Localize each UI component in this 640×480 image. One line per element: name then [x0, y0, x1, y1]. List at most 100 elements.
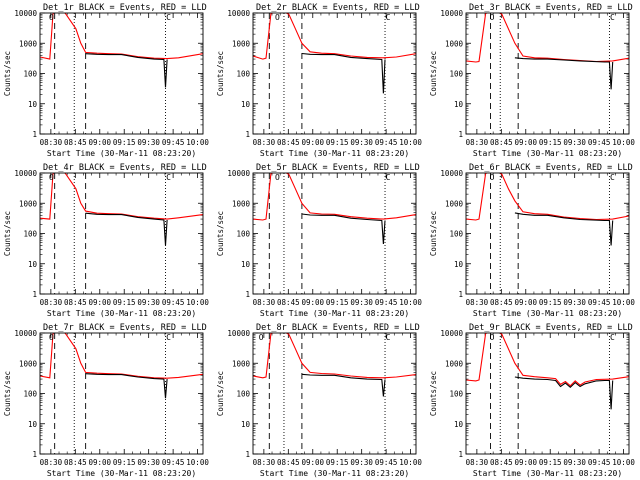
marker-o: O: [490, 13, 495, 22]
plot-frame: [252, 12, 417, 135]
panel-title: Det_5r BLACK = Events, RED = LLD: [256, 163, 420, 173]
x-tick-label: 09:45: [588, 298, 611, 307]
x-tick-label: 10:00: [186, 298, 209, 307]
y-axis-label: Counts/sec: [216, 371, 225, 416]
x-tick-label: 09:00: [88, 298, 111, 307]
x-tick-label: 09:15: [326, 458, 349, 467]
events-series-line: [514, 376, 614, 410]
x-tick-label: 09:15: [326, 298, 349, 307]
marker-o: O: [275, 173, 280, 182]
panel-6: Det_6r BLACK = Events, RED = LLD Counts/s…: [429, 163, 635, 318]
events-series-line: [301, 373, 386, 397]
x-tick-label: 08:30: [253, 298, 276, 307]
x-tick-label: 10:00: [399, 298, 422, 307]
y-tick-label: 1000: [232, 359, 251, 368]
plot-frame: [465, 12, 630, 135]
x-axis-label: Start Time (30-Mar-11 08:23:20): [473, 469, 622, 478]
y-tick-label: 100: [236, 230, 250, 239]
x-tick-label: 09:15: [539, 458, 562, 467]
x-tick-label: 08:45: [490, 458, 513, 467]
x-tick-label: 08:30: [466, 458, 489, 467]
y-tick-label: 1000: [19, 199, 38, 208]
marker-o: O: [275, 13, 280, 22]
y-tick-label: 10000: [440, 329, 463, 338]
marker-o: O: [490, 173, 495, 182]
plot-frame: [39, 332, 204, 455]
panel-title: Det_9r BLACK = Events, RED = LLD: [469, 323, 633, 333]
x-tick-label: 08:45: [490, 138, 513, 147]
y-axis-label: Counts/sec: [429, 211, 438, 256]
y-tick-label: 1: [245, 130, 250, 139]
series-group: [253, 13, 416, 94]
y-tick-label: 10000: [227, 329, 250, 338]
panel-title: Det_3r BLACK = Events, RED = LLD: [469, 3, 633, 13]
x-tick-label: 08:30: [40, 298, 63, 307]
x-tick-label: 09:45: [375, 298, 398, 307]
panel-5: Det_5r BLACK = Events, RED = LLD Counts/s…: [216, 163, 422, 318]
marker-c: C: [610, 13, 615, 22]
x-axis-label: Start Time (30-Mar-11 08:23:20): [47, 309, 196, 318]
x-tick-label: 10:00: [399, 138, 422, 147]
marker-o: O: [49, 173, 54, 182]
x-tick-label: 08:45: [64, 458, 87, 467]
panel-7: Det_7r BLACK = Events, RED = LLD Counts/s…: [3, 323, 209, 478]
marker-o: O: [49, 333, 54, 342]
y-tick-label: 1000: [232, 199, 251, 208]
events-series-line: [514, 57, 614, 90]
x-tick-label: 10:00: [612, 458, 635, 467]
panel-9: Det_9r BLACK = Events, RED = LLD Counts/s…: [429, 323, 635, 478]
y-tick-label: 1000: [445, 199, 464, 208]
y-tick-label: 100: [23, 230, 37, 239]
y-axis-label: Counts/sec: [429, 51, 438, 96]
lld-series-line: [253, 173, 416, 221]
y-tick-label: 10: [28, 260, 38, 269]
x-tick-label: 09:00: [301, 138, 324, 147]
x-tick-label: 09:15: [539, 298, 562, 307]
y-tick-label: 1000: [232, 39, 251, 48]
x-tick-label: 08:30: [466, 298, 489, 307]
y-tick-label: 10000: [440, 169, 463, 178]
plot-frame: [252, 172, 417, 295]
marker-c: C: [166, 13, 171, 22]
x-axis-label: Start Time (30-Mar-11 08:23:20): [47, 149, 196, 158]
lld-series-line: [40, 333, 203, 379]
series-group: [40, 13, 203, 88]
x-tick-label: 08:45: [490, 298, 513, 307]
x-axis-label: Start Time (30-Mar-11 08:23:20): [260, 149, 409, 158]
events-series-line: [85, 212, 168, 246]
x-axis-label: Start Time (30-Mar-11 08:23:20): [260, 309, 409, 318]
y-tick-label: 10: [241, 100, 251, 109]
x-tick-label: 09:45: [162, 298, 185, 307]
marker-o: O: [490, 333, 495, 342]
y-tick-label: 1000: [445, 39, 464, 48]
y-axis-label: Counts/sec: [3, 51, 12, 96]
y-tick-label: 100: [23, 390, 37, 399]
x-tick-label: 09:15: [113, 298, 136, 307]
series-group: [466, 333, 629, 410]
x-tick-label: 10:00: [186, 458, 209, 467]
x-tick-label: 09:00: [514, 458, 537, 467]
x-tick-label: 09:30: [137, 458, 160, 467]
x-tick-label: 10:00: [399, 458, 422, 467]
x-tick-label: 09:00: [301, 298, 324, 307]
lld-series-line: [40, 13, 203, 60]
x-axis-label: Start Time (30-Mar-11 08:23:20): [473, 309, 622, 318]
x-tick-label: 09:45: [375, 458, 398, 467]
marker-c: C: [166, 333, 171, 342]
x-tick-label: 08:30: [40, 138, 63, 147]
x-axis-label: Start Time (30-Mar-11 08:23:20): [47, 469, 196, 478]
y-tick-label: 10000: [14, 329, 37, 338]
lld-series-line: [466, 333, 629, 387]
panel-2: Det_2r BLACK = Events, RED = LLD Counts/s…: [216, 3, 422, 158]
events-series-line: [85, 53, 168, 88]
y-tick-label: 1: [32, 130, 37, 139]
x-axis-label: Start Time (30-Mar-11 08:23:20): [260, 469, 409, 478]
series-group: [466, 13, 629, 90]
events-series-line: [514, 212, 614, 246]
y-tick-label: 100: [236, 390, 250, 399]
events-series-line: [301, 213, 386, 245]
y-tick-label: 1: [458, 130, 463, 139]
x-tick-label: 09:45: [162, 458, 185, 467]
y-tick-label: 10: [454, 100, 464, 109]
y-tick-label: 10: [241, 420, 251, 429]
